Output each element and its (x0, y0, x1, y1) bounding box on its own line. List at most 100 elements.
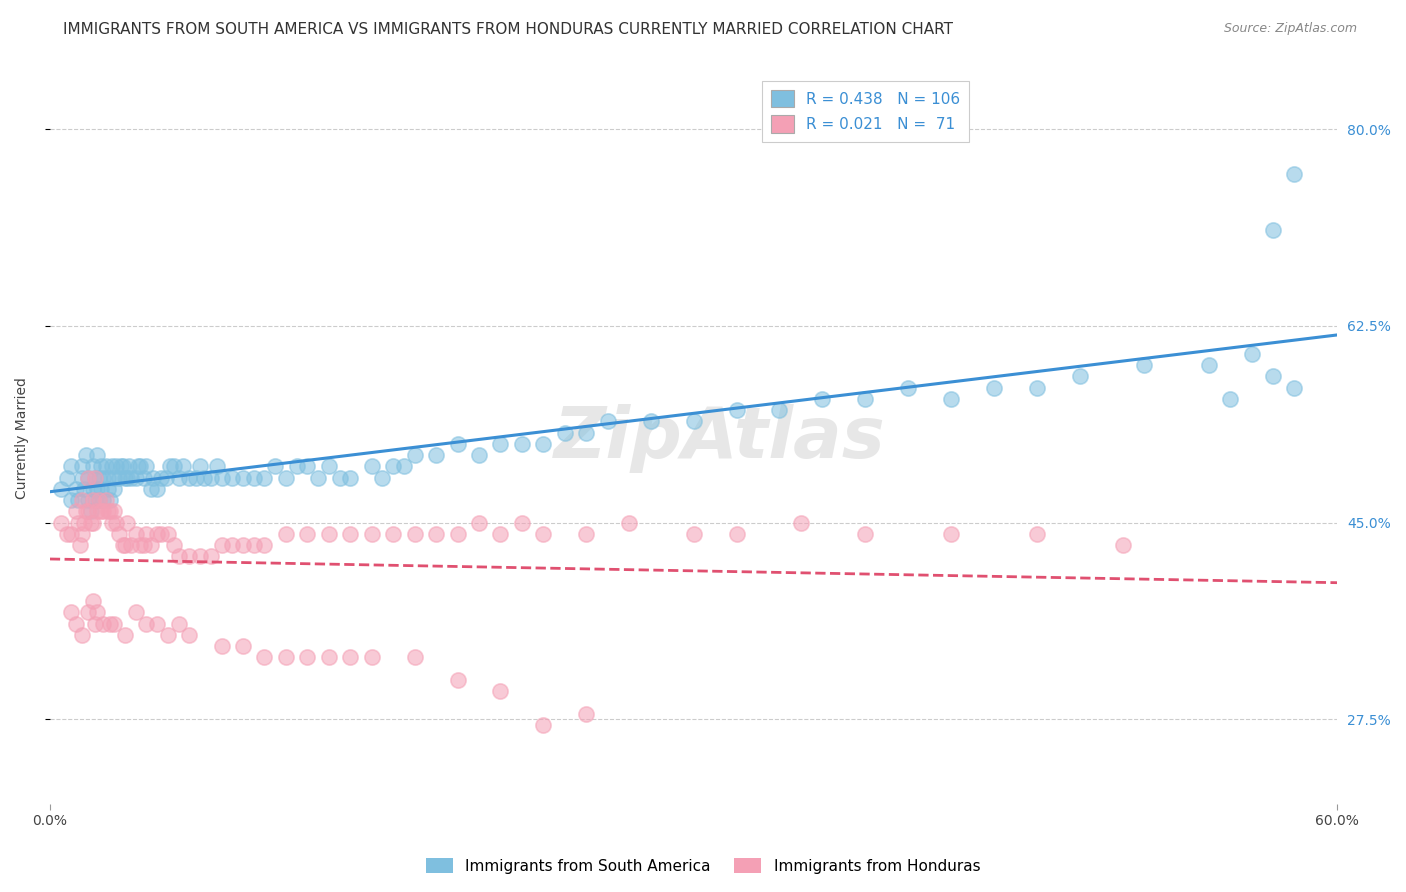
Point (101, 516, 124, 530)
Point (146, 526, 169, 541)
Point (510, 437, 533, 451)
Point (297, 650, 319, 665)
Point (318, 526, 340, 541)
Point (60, 606, 83, 620)
Point (49, 516, 72, 530)
Point (790, 516, 813, 530)
Point (49, 482, 72, 496)
Point (297, 459, 319, 474)
Point (139, 482, 162, 496)
Point (184, 470, 207, 484)
Point (73, 482, 96, 496)
Point (90, 504, 112, 518)
Point (105, 516, 128, 530)
Point (97, 470, 120, 484)
Point (211, 639, 233, 653)
Point (682, 526, 704, 541)
Point (1219, 392, 1241, 406)
Point (65, 616, 87, 631)
Point (1026, 526, 1049, 541)
Point (425, 526, 447, 541)
Point (98, 504, 121, 518)
Text: Source: ZipAtlas.com: Source: ZipAtlas.com (1223, 22, 1357, 36)
Point (489, 526, 512, 541)
Point (93, 504, 115, 518)
Point (221, 470, 243, 484)
Point (89, 470, 111, 484)
Point (86, 448, 108, 462)
Point (60, 493, 83, 508)
Point (93, 470, 115, 484)
Point (575, 526, 598, 541)
Point (242, 470, 264, 484)
Point (211, 470, 233, 484)
Point (124, 470, 146, 484)
Point (83, 616, 105, 631)
Point (425, 448, 447, 462)
Point (124, 526, 146, 541)
Point (77, 470, 100, 484)
Point (188, 549, 211, 564)
Point (94, 459, 117, 474)
Point (232, 470, 254, 484)
Point (69, 538, 91, 552)
Point (129, 538, 152, 552)
Point (200, 470, 222, 484)
Point (371, 470, 394, 484)
Point (89, 493, 111, 508)
Point (167, 616, 190, 631)
Point (446, 673, 468, 687)
Point (939, 526, 962, 541)
Point (103, 616, 125, 631)
Point (531, 526, 554, 541)
Point (79, 516, 101, 530)
Point (139, 538, 162, 552)
Point (103, 482, 125, 496)
Point (725, 403, 748, 417)
Point (531, 437, 554, 451)
Point (65, 482, 87, 496)
Point (1069, 369, 1091, 384)
Point (285, 459, 308, 474)
Point (82, 459, 104, 474)
Point (66, 516, 89, 530)
Point (619, 516, 641, 530)
Point (253, 650, 276, 665)
Point (404, 526, 426, 541)
Point (70, 628, 93, 642)
Legend: Immigrants from South America, Immigrants from Honduras: Immigrants from South America, Immigrant… (419, 852, 987, 880)
Point (77, 470, 100, 484)
Point (811, 392, 834, 406)
Point (446, 526, 468, 541)
Point (114, 538, 136, 552)
Point (510, 516, 533, 530)
Point (167, 549, 190, 564)
Point (392, 459, 415, 474)
Point (242, 538, 264, 552)
Point (274, 650, 297, 665)
Point (1284, 381, 1306, 395)
Point (83, 470, 105, 484)
Point (1026, 381, 1049, 395)
Point (575, 425, 598, 440)
Point (120, 470, 142, 484)
Point (1284, 167, 1306, 181)
Point (105, 459, 128, 474)
Point (82, 482, 104, 496)
Point (89, 493, 111, 508)
Point (253, 470, 276, 484)
Point (274, 526, 297, 541)
Point (150, 470, 173, 484)
Point (111, 538, 134, 552)
Point (575, 706, 598, 721)
Point (86, 482, 108, 496)
Point (75, 448, 97, 462)
Point (111, 459, 134, 474)
Point (66, 493, 89, 508)
Point (172, 459, 194, 474)
Point (98, 616, 121, 631)
Point (97, 504, 120, 518)
Point (360, 650, 382, 665)
Point (1133, 358, 1156, 372)
Point (93, 616, 115, 631)
